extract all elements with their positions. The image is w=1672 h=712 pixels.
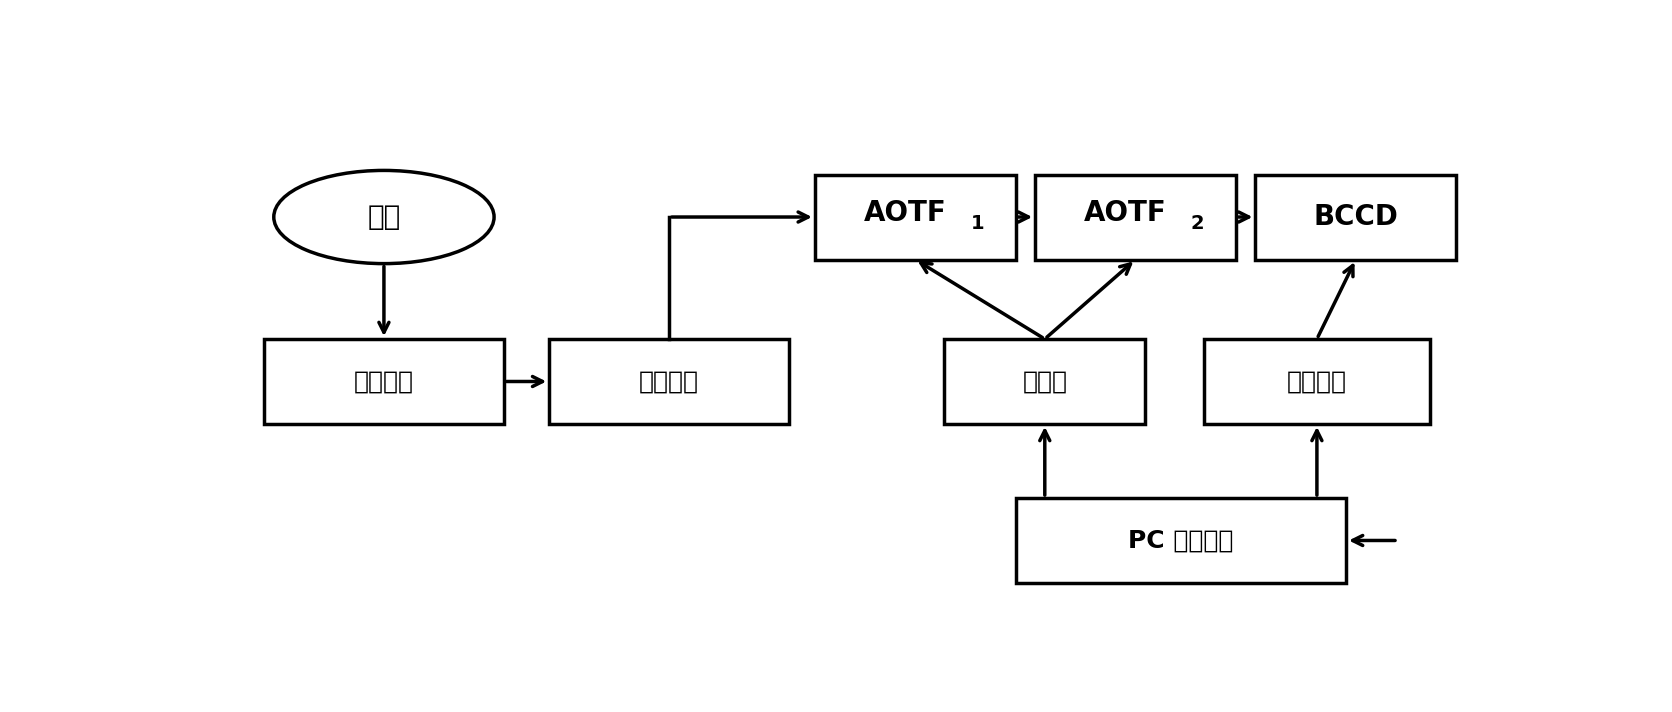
Bar xyxy=(1204,339,1430,424)
Text: AOTF: AOTF xyxy=(863,199,946,226)
Bar xyxy=(548,339,789,424)
Bar xyxy=(1015,498,1346,583)
Bar xyxy=(1256,174,1456,259)
Text: PC 控制部分: PC 控制部分 xyxy=(1129,528,1234,553)
Bar xyxy=(814,174,1015,259)
Bar xyxy=(1035,174,1236,259)
Text: 驱动器: 驱动器 xyxy=(1022,370,1067,394)
Text: AOTF: AOTF xyxy=(1083,199,1167,226)
Circle shape xyxy=(274,170,495,263)
Text: 光源: 光源 xyxy=(368,203,401,231)
Bar xyxy=(945,339,1145,424)
Text: 待测物体: 待测物体 xyxy=(354,370,415,394)
Bar xyxy=(264,339,503,424)
Text: 成像部分: 成像部分 xyxy=(639,370,699,394)
Text: 2: 2 xyxy=(1190,214,1204,233)
Text: 接口电路: 接口电路 xyxy=(1287,370,1348,394)
Text: BCCD: BCCD xyxy=(1313,203,1398,231)
Text: 1: 1 xyxy=(971,214,985,233)
